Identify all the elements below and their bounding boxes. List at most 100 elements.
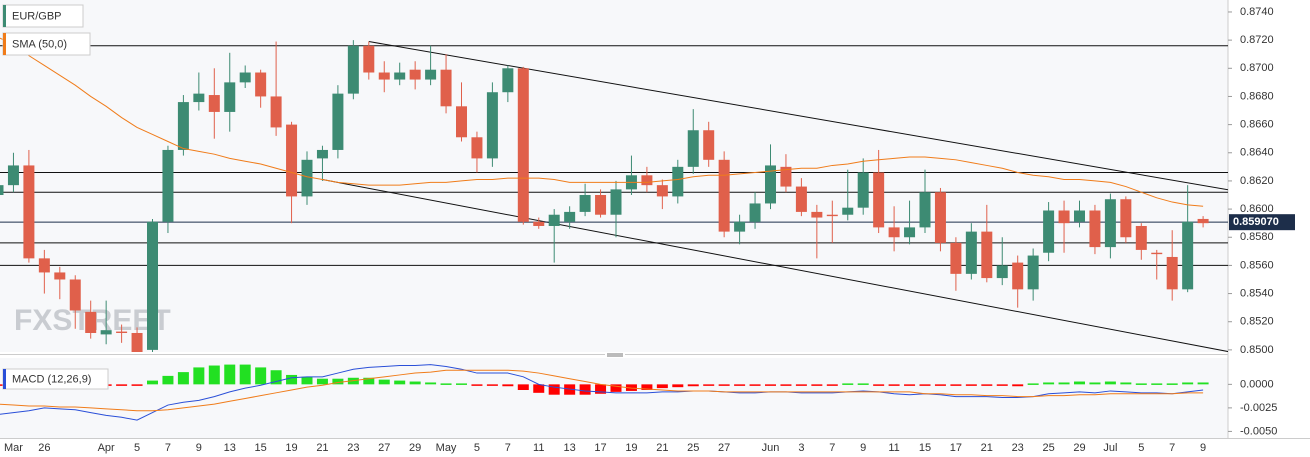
macd-bar [718,384,730,386]
candle-body [0,185,4,196]
candle-body [795,186,807,212]
candle-body [23,165,35,259]
macd-bar [1089,382,1101,385]
macd-bar [1012,384,1024,387]
macd-bar [1135,383,1147,385]
macd-bar [595,384,607,394]
y-tick-label: 0.0000 [1240,378,1274,390]
macd-bar [147,380,158,385]
trend-line [368,41,1228,191]
overlay: 0.8740 0.8720 0.8700 0.8680 0.8660 0.8640 0.86… [4,6,1295,454]
macd-bar [131,384,143,386]
candle-body [517,68,529,222]
macd-bar [857,383,869,385]
y-tick-label: 0.8520 [1240,316,1274,328]
candle-body [1012,262,1024,290]
sma-line [0,37,1204,207]
grip-bg[interactable] [605,352,625,358]
candle-body [1135,225,1147,250]
candle-body [595,195,607,215]
candle-body [239,72,251,83]
x-tick-label: 5 [134,442,140,454]
grip[interactable] [605,352,625,358]
macd-bar [1182,382,1194,385]
x-tick-label: 13 [564,442,576,454]
y-tick-label: -0.0025 [1240,402,1277,414]
candle-body [100,330,112,335]
x-tick-label: 9 [860,442,866,454]
candle-body [1151,252,1163,255]
macd-bar [1058,382,1070,385]
candle-body [1089,210,1101,248]
macd-bar [579,384,591,395]
x-tick-label: 7 [829,442,835,454]
macd-bar [687,384,699,387]
macd-bar [873,384,885,386]
candle-body [749,203,761,222]
x-tick-label: May [436,442,457,454]
x-tick-label: 27 [378,442,390,454]
macd-bar [780,384,792,386]
x-tick-label: 15 [919,442,931,454]
x-tick-label: 7 [505,442,511,454]
macd-bar [517,384,529,390]
macd-bar [1043,382,1055,385]
macd-bar [641,384,653,390]
candle-body [1074,210,1085,222]
legend[interactable]: EUR/GBP SMA (50,0) MACD (12,26,9) [2,4,109,390]
macd-bar [193,367,205,385]
macd-bar [904,384,916,386]
y-tick-label: 0.8680 [1240,90,1274,102]
candle-body [162,149,174,222]
candle-body [548,214,560,226]
y-tick-label: 0.8600 [1240,203,1274,215]
x-tick-label: Jun [762,442,780,454]
macd-bar [826,384,838,386]
main-plot [0,37,1228,352]
plot-bg [0,0,1228,352]
x-tick-label: Jul [1103,442,1117,454]
macd-bar [471,384,483,386]
x-tick-label: 21 [316,442,328,454]
macd-bar [610,384,622,392]
trend-line [322,179,1228,352]
x-tick-label: 21 [981,442,993,454]
x-tick-label: 26 [38,442,50,454]
candle-body [765,165,776,204]
candle-body [54,272,66,280]
y-tick-label: -0.0050 [1240,425,1277,437]
macd-bar [1104,381,1116,385]
x-tick-label: 17 [594,442,606,454]
legend-label: MACD (12,26,9) [12,373,91,385]
candle-body [116,331,128,333]
x-tick-label: 23 [1012,442,1024,454]
candle-body [996,265,1008,279]
x-tick-label: 29 [409,442,421,454]
candle-body [502,68,514,93]
macd-bar [1074,381,1085,385]
macd-bar [409,381,421,385]
macd-bar [301,376,313,385]
x-tick-label: Mar [4,442,23,454]
candle-body [270,96,282,128]
x-tick-label: 5 [1138,442,1144,454]
x-tick-label: 7 [1169,442,1175,454]
macd-bg [0,358,1228,438]
candle-body [919,192,931,228]
macd-bar [1166,383,1178,385]
macd-bar [656,384,668,389]
macd-bar [842,383,854,385]
macd-bar [255,367,267,385]
candle-body [1104,199,1116,248]
macd-bar [533,384,545,393]
candle-body [1182,221,1194,290]
candle-body [255,72,267,97]
candle-body [934,192,946,243]
macd-bar [0,384,4,386]
x-tick-label: 9 [196,442,202,454]
y-tick-label: 0.8660 [1240,119,1274,131]
x-tick-label: Apr [98,442,115,454]
candle-body [564,211,576,222]
candle-body [1027,255,1039,290]
candle-body [332,93,344,150]
